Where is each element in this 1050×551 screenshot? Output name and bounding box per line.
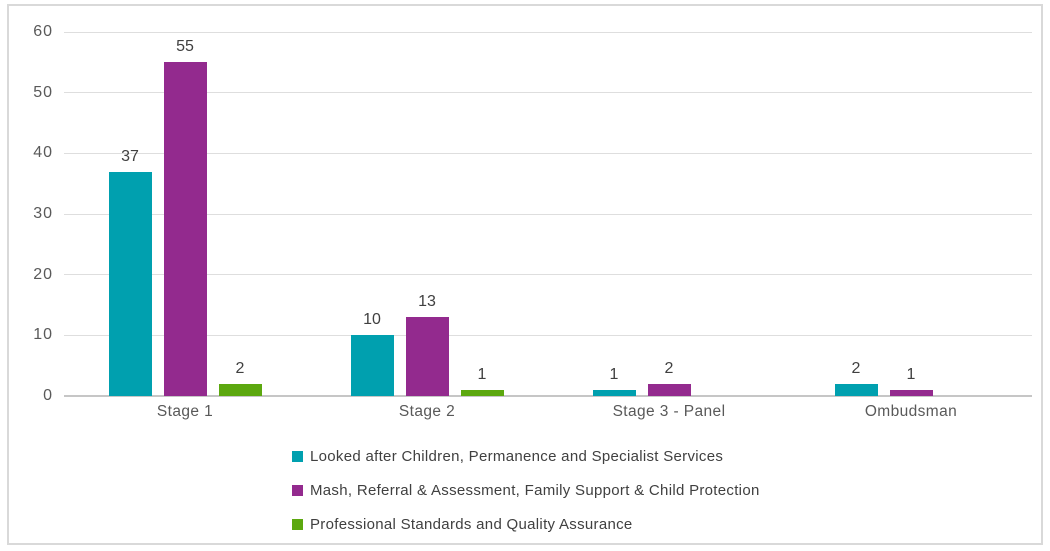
legend-swatch-icon	[292, 451, 303, 462]
legend-label: Mash, Referral & Assessment, Family Supp…	[310, 482, 760, 499]
legend: Looked after Children, Permanence and Sp…	[292, 448, 760, 533]
bar-value-label: 2	[851, 359, 861, 377]
y-axis: 0 10 20 30 40 50 60	[9, 23, 53, 404]
x-axis: Stage 1 Stage 2 Stage 3 - Panel Ombudsman	[64, 403, 1032, 427]
y-tick-label: 20	[33, 265, 53, 283]
bar	[350, 335, 394, 396]
bar	[647, 383, 691, 396]
category-label: Stage 1	[156, 403, 214, 420]
category-label: Stage 3 - Panel	[612, 403, 726, 420]
legend-swatch-icon	[292, 519, 303, 530]
bar	[460, 389, 504, 396]
bar-value-label: 1	[906, 365, 916, 383]
bar	[218, 383, 262, 396]
y-tick-label: 10	[33, 326, 53, 344]
legend-label: Professional Standards and Quality Assur…	[310, 516, 633, 533]
bar	[592, 389, 636, 396]
gridline	[64, 152, 1032, 154]
gridline	[64, 31, 1032, 33]
y-tick-label: 0	[43, 387, 53, 404]
bar-value-label: 2	[235, 359, 245, 377]
y-tick-label: 30	[33, 205, 53, 222]
bar-value-label: 2	[664, 359, 674, 377]
category-label: Ombudsman	[864, 403, 958, 420]
legend-swatch-icon	[292, 485, 303, 496]
gridline	[64, 213, 1032, 215]
bar-group: 37 55 2	[64, 32, 306, 396]
bar	[405, 317, 449, 396]
legend-label: Looked after Children, Permanence and Sp…	[310, 448, 724, 465]
bar	[163, 62, 207, 396]
gridline	[64, 274, 1032, 276]
bar-value-label: 13	[418, 293, 436, 311]
bar-value-label: 37	[121, 147, 139, 165]
chart-frame: 37 55 2 10 13 1 1 2 2 1 0 10 20 30 40 50 60 Stage 1 Stag…	[7, 4, 1043, 545]
bar-value-label: 1	[477, 365, 487, 383]
category-label: Stage 2	[398, 403, 456, 420]
bar-value-label: 1	[609, 365, 619, 383]
bar-value-label: 10	[363, 311, 381, 329]
gridline	[64, 334, 1032, 336]
legend-item: Mash, Referral & Assessment, Family Supp…	[292, 482, 760, 499]
y-tick-label: 50	[33, 83, 53, 101]
bar-value-label: 55	[176, 38, 194, 56]
bar-group: 10 13 1	[306, 32, 548, 396]
gridline	[64, 92, 1032, 94]
x-axis-line	[64, 395, 1032, 397]
legend-item: Looked after Children, Permanence and Sp…	[292, 448, 760, 465]
legend-item: Professional Standards and Quality Assur…	[292, 516, 760, 533]
plot-area: 37 55 2 10 13 1 1 2 2 1	[64, 31, 1032, 397]
bar	[108, 171, 152, 396]
y-tick-label: 60	[33, 23, 53, 40]
bar	[834, 383, 878, 396]
bar	[889, 389, 933, 396]
y-tick-label: 40	[33, 144, 53, 162]
